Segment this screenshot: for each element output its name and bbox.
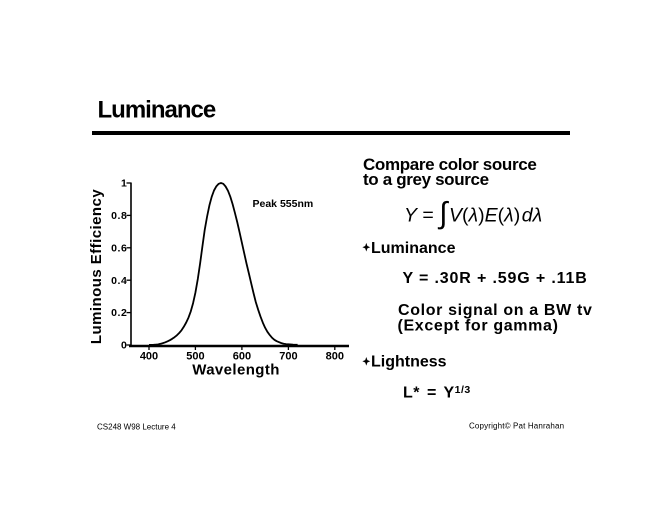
svg-text:1: 1 <box>121 178 127 190</box>
svg-text:800: 800 <box>326 351 344 363</box>
svg-text:Copyright© Pat Hanrahan: Copyright© Pat Hanrahan <box>469 422 564 431</box>
svg-text:to a grey source: to a grey source <box>363 170 489 189</box>
svg-text:Y = .30R + .59G + .11B: Y = .30R + .59G + .11B <box>403 270 588 287</box>
svg-text:Y = ∫V(λ)E(λ)dλ: Y = ∫V(λ)E(λ)dλ <box>404 197 542 230</box>
svg-text:(Except for gamma): (Except for gamma) <box>398 318 559 335</box>
svg-text:0.4: 0.4 <box>111 275 127 287</box>
svg-text:700: 700 <box>279 351 297 363</box>
svg-text:Lightness: Lightness <box>371 354 447 371</box>
svg-text:Peak 555nm: Peak 555nm <box>253 198 314 210</box>
svg-text:Luminance: Luminance <box>371 240 456 257</box>
svg-text:L* = Y1/3: L* = Y1/3 <box>403 384 471 402</box>
svg-text:0: 0 <box>121 340 127 352</box>
svg-text:0.6: 0.6 <box>111 242 127 254</box>
svg-text:Compare color source: Compare color source <box>363 155 536 174</box>
svg-text:Wavelength: Wavelength <box>192 362 280 379</box>
svg-text:Luminance: Luminance <box>98 97 216 124</box>
svg-text:500: 500 <box>186 351 204 363</box>
svg-text:600: 600 <box>233 351 251 363</box>
svg-text:0.8: 0.8 <box>111 210 127 222</box>
svg-text:Color signal on a BW tv: Color signal on a BW tv <box>398 302 593 319</box>
svg-text:400: 400 <box>140 351 158 363</box>
svg-text:0.2: 0.2 <box>111 307 127 319</box>
svg-text:CS248 W98 Lecture 4: CS248 W98 Lecture 4 <box>97 422 176 431</box>
svg-text:Luminous Efficiency: Luminous Efficiency <box>88 189 105 344</box>
